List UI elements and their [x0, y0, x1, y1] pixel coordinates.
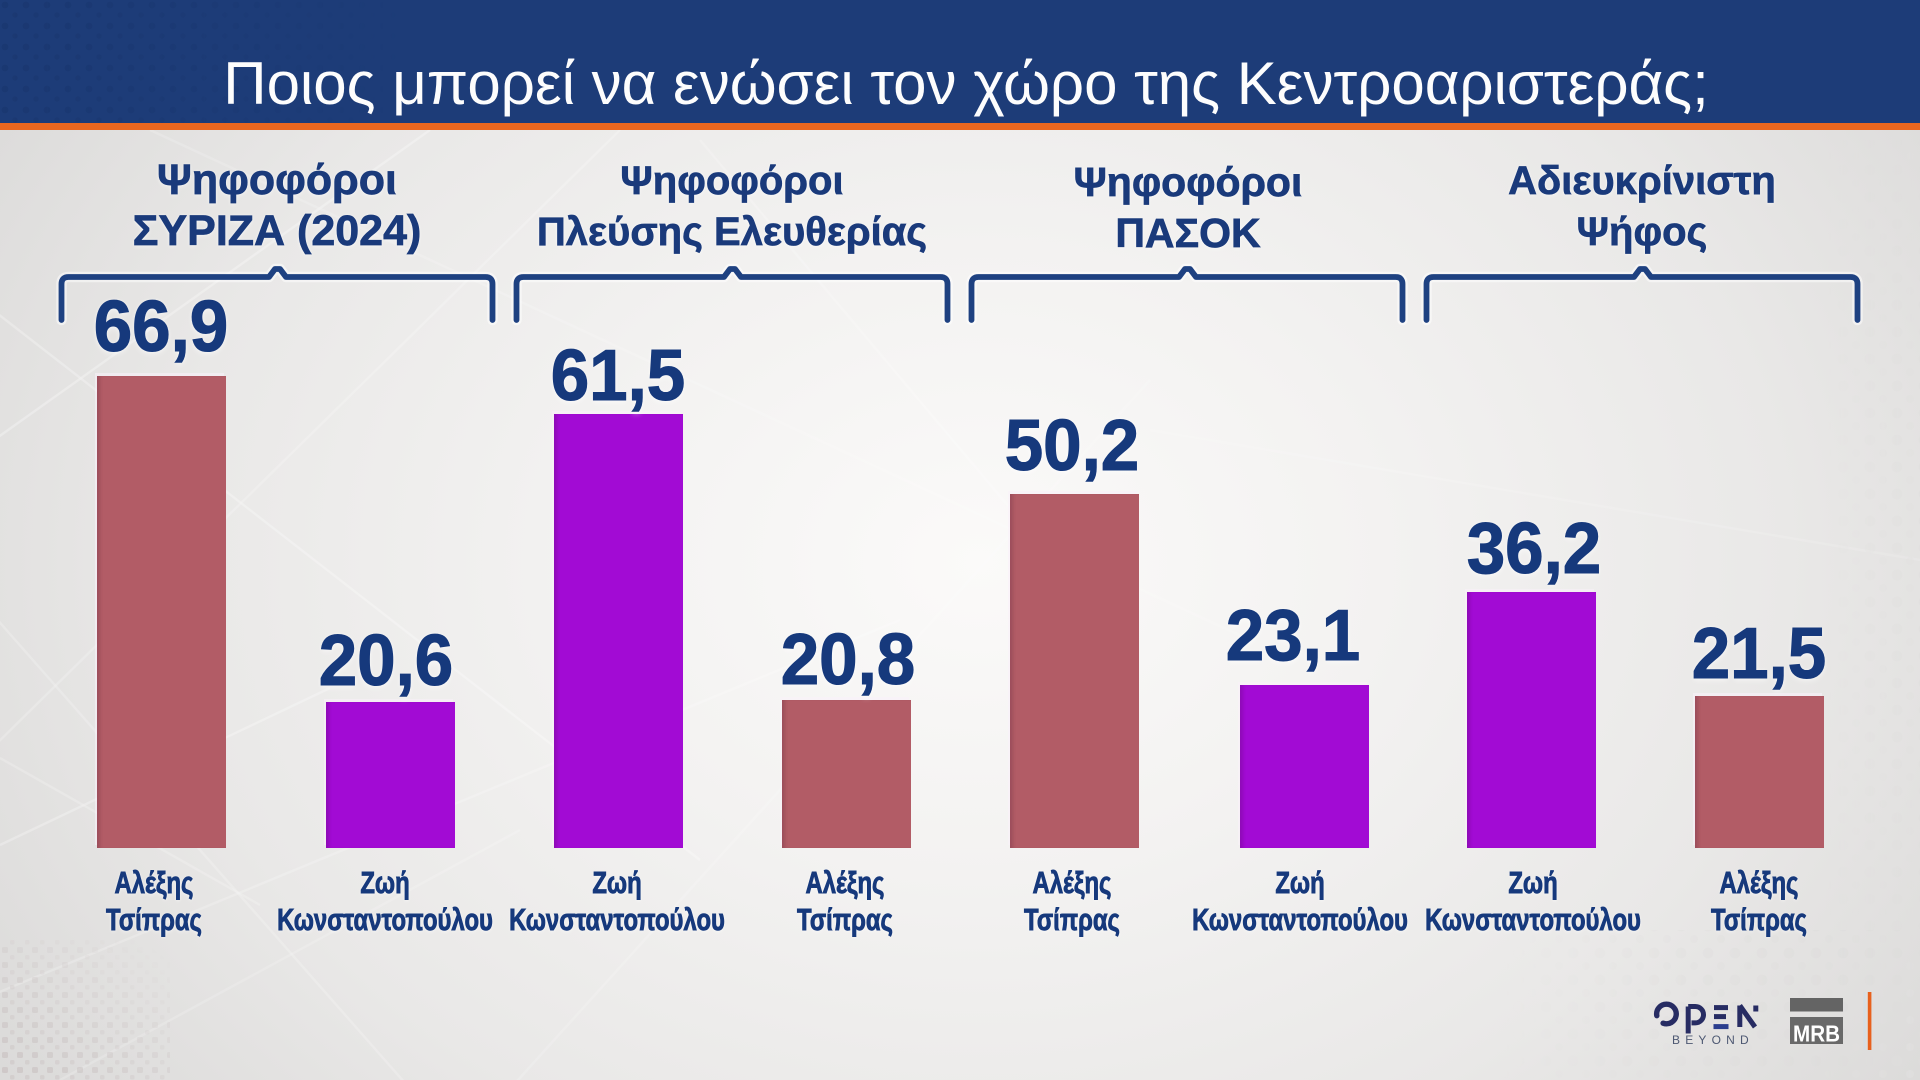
- svg-text:MRB: MRB: [1793, 1021, 1840, 1047]
- svg-text:BEYOND: BEYOND: [1672, 1033, 1754, 1047]
